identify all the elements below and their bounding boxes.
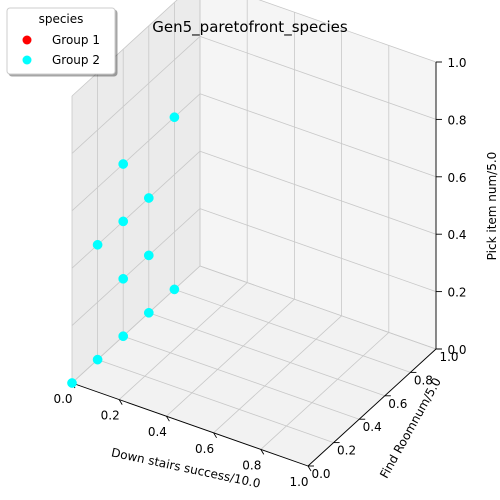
z-tick-label: 1.0 — [447, 56, 466, 70]
grid-floor-y — [123, 335, 360, 420]
x-tick-label: 0.8 — [242, 458, 261, 472]
x-tick-label: 0.4 — [148, 425, 167, 439]
floor-pane — [72, 266, 436, 466]
grid-back-z — [199, 36, 437, 120]
z-tick-label: 0.8 — [447, 113, 466, 127]
y-tick-label: 0.8 — [414, 373, 433, 387]
legend-entry-group-2: Group 2 — [52, 53, 100, 67]
data-point-group-2 — [143, 193, 154, 203]
axis-lines — [71, 62, 437, 467]
grid-floor-y — [199, 265, 437, 350]
x-tick — [213, 432, 217, 439]
left-pane — [72, 0, 200, 383]
grid-left-z — [71, 0, 178, 97]
x-tick — [260, 449, 265, 455]
y-tick-label: 0.4 — [363, 420, 382, 434]
data-point-group-2 — [143, 250, 154, 261]
grid-left-z — [71, 36, 201, 154]
data-point-group-2 — [92, 239, 103, 250]
grid-left-z — [71, 93, 201, 212]
tick-marks — [71, 61, 442, 472]
data-point-group-2 — [67, 378, 77, 388]
y-tick-label: 0.6 — [388, 397, 407, 411]
data-point-group-2 — [118, 273, 129, 284]
grid-floor-y — [148, 312, 385, 397]
tick-labels: 0.0 0.0 0.0 0.2 0.2 0.2 0.4 0.4 0.4 0.6 0.6 0.6 0.8 0… — [53, 56, 466, 489]
y-tick-label: 0.0 — [311, 467, 330, 481]
grid-left-z — [71, 150, 201, 269]
grid-left-z — [71, 208, 201, 326]
grid-back-z — [199, 93, 437, 178]
grid-floor-y — [97, 359, 334, 443]
z-tick-label: 0.6 — [447, 171, 466, 185]
z-tick-label: 0.0 — [447, 343, 466, 357]
grid-back-z — [258, 0, 437, 63]
x-tick-label: 0.2 — [101, 409, 120, 423]
grid-lines — [71, 0, 437, 467]
data-point-group-2 — [118, 216, 129, 227]
z-tick-label: 0.2 — [447, 286, 466, 300]
data-point-group-2 — [143, 307, 154, 318]
y-axis-line — [307, 348, 437, 467]
legend-marker-group-2 — [22, 55, 32, 65]
x-tick — [307, 465, 312, 472]
x-tick-label: 0.0 — [53, 392, 72, 406]
data-points — [67, 112, 180, 388]
data-point-group-2 — [169, 284, 180, 295]
x-axis-line — [71, 382, 309, 467]
z-tick-label: 0.4 — [447, 228, 466, 242]
legend-marker-group-1 — [22, 35, 32, 45]
z-axis-label: Pick item num/5.0 — [485, 152, 499, 261]
chart-title: Gen5_paretofront_species — [152, 18, 348, 37]
x-tick-label: 0.6 — [195, 442, 214, 456]
grid-back-z — [199, 150, 437, 235]
data-point-group-2 — [118, 159, 129, 169]
grid-floor-x — [166, 298, 295, 417]
data-point-group-2 — [118, 331, 129, 342]
legend: species Group 1 Group 2 — [6, 7, 116, 75]
grid-back-z — [199, 208, 437, 292]
legend-entry-group-1: Group 1 — [52, 33, 100, 47]
y-tick-label: 0.2 — [337, 444, 356, 458]
grid-floor-x — [118, 282, 248, 400]
grid-floor-x — [213, 315, 342, 434]
legend-title: species — [39, 12, 84, 26]
back-pane — [200, 0, 436, 349]
grid-floor-x — [260, 332, 390, 450]
x-tick — [118, 399, 123, 405]
x-tick — [166, 415, 170, 422]
data-point-group-2 — [92, 354, 103, 365]
grid-left-z — [71, 265, 201, 384]
y-tick-label: 1.0 — [439, 350, 458, 364]
x-axis-label: Down stairs success/10.0 — [110, 445, 262, 490]
legend-frame — [6, 7, 116, 75]
x-tick-label: 1.0 — [289, 475, 308, 489]
data-point-group-2 — [169, 112, 180, 123]
axes-panes — [72, 0, 436, 466]
grid-floor-y — [174, 289, 411, 373]
